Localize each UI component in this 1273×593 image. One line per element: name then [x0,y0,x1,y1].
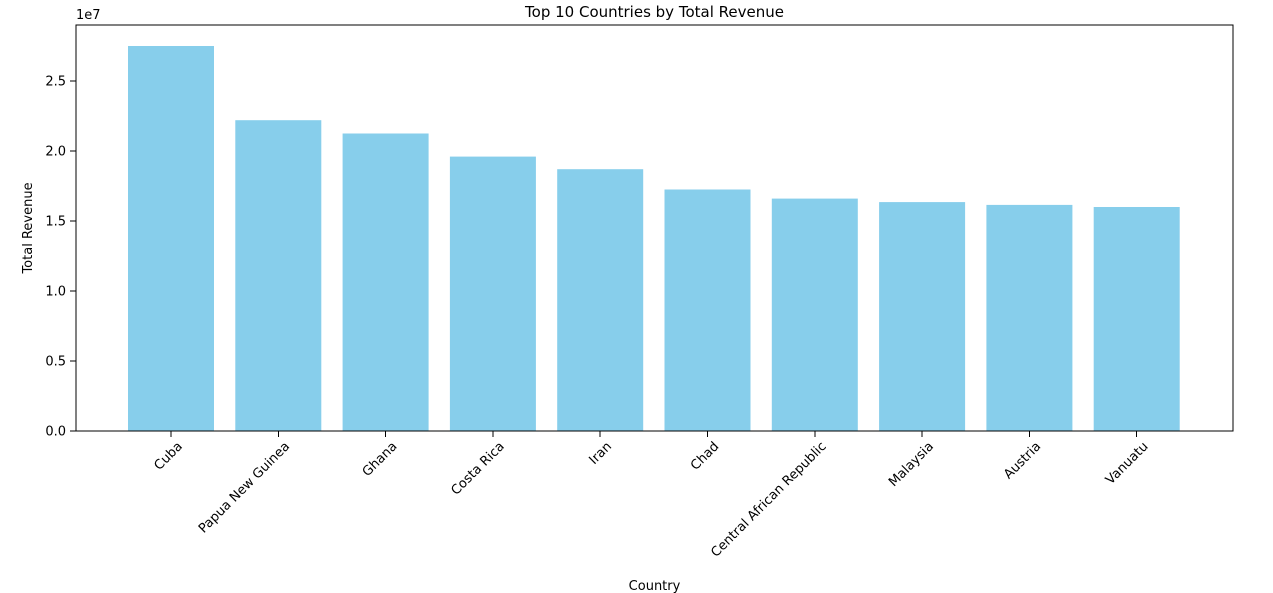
bar-iran [557,169,644,431]
x-tick-label: Central African Republic [708,439,829,560]
x-tick-label: Ghana [360,439,401,480]
bar-cuba [128,46,214,431]
y-tick-label: 0.5 [45,355,66,370]
y-tick-label: 2.0 [45,145,66,160]
y-tick-label: 2.5 [45,75,66,90]
bar-costa-rica [449,156,536,431]
bar-austria [986,204,1073,431]
x-tick-label: Costa Rica [448,439,507,498]
y-tick-label: 1.5 [45,215,66,230]
y-tick-label: 0.0 [45,425,66,440]
bar-papua-new-guinea [235,120,322,431]
y-axis-label: Total Revenue [21,182,36,274]
x-tick-label: Malaysia [886,439,937,490]
bar-central-african-republic [771,198,858,431]
chart-title: Top 10 Countries by Total Revenue [524,3,784,21]
x-tick-label: Iran [586,439,615,468]
x-axis-label: Country [629,579,681,593]
x-tick-label: Austria [1001,439,1044,482]
y-axis-scale-label: 1e7 [76,8,101,23]
bar-chad [664,189,751,431]
x-tick-label: Vanuatu [1103,439,1152,488]
x-tick-label: Chad [688,439,722,473]
bar-vanuatu [1093,207,1180,431]
y-tick-label: 1.0 [45,285,66,300]
bars-layer [128,46,1180,431]
x-tick-label: Cuba [152,439,186,473]
bar-ghana [342,133,429,431]
plot-frame [75,24,1234,432]
x-tick-label: Papua New Guinea [196,439,293,536]
bar-malaysia [879,202,966,431]
